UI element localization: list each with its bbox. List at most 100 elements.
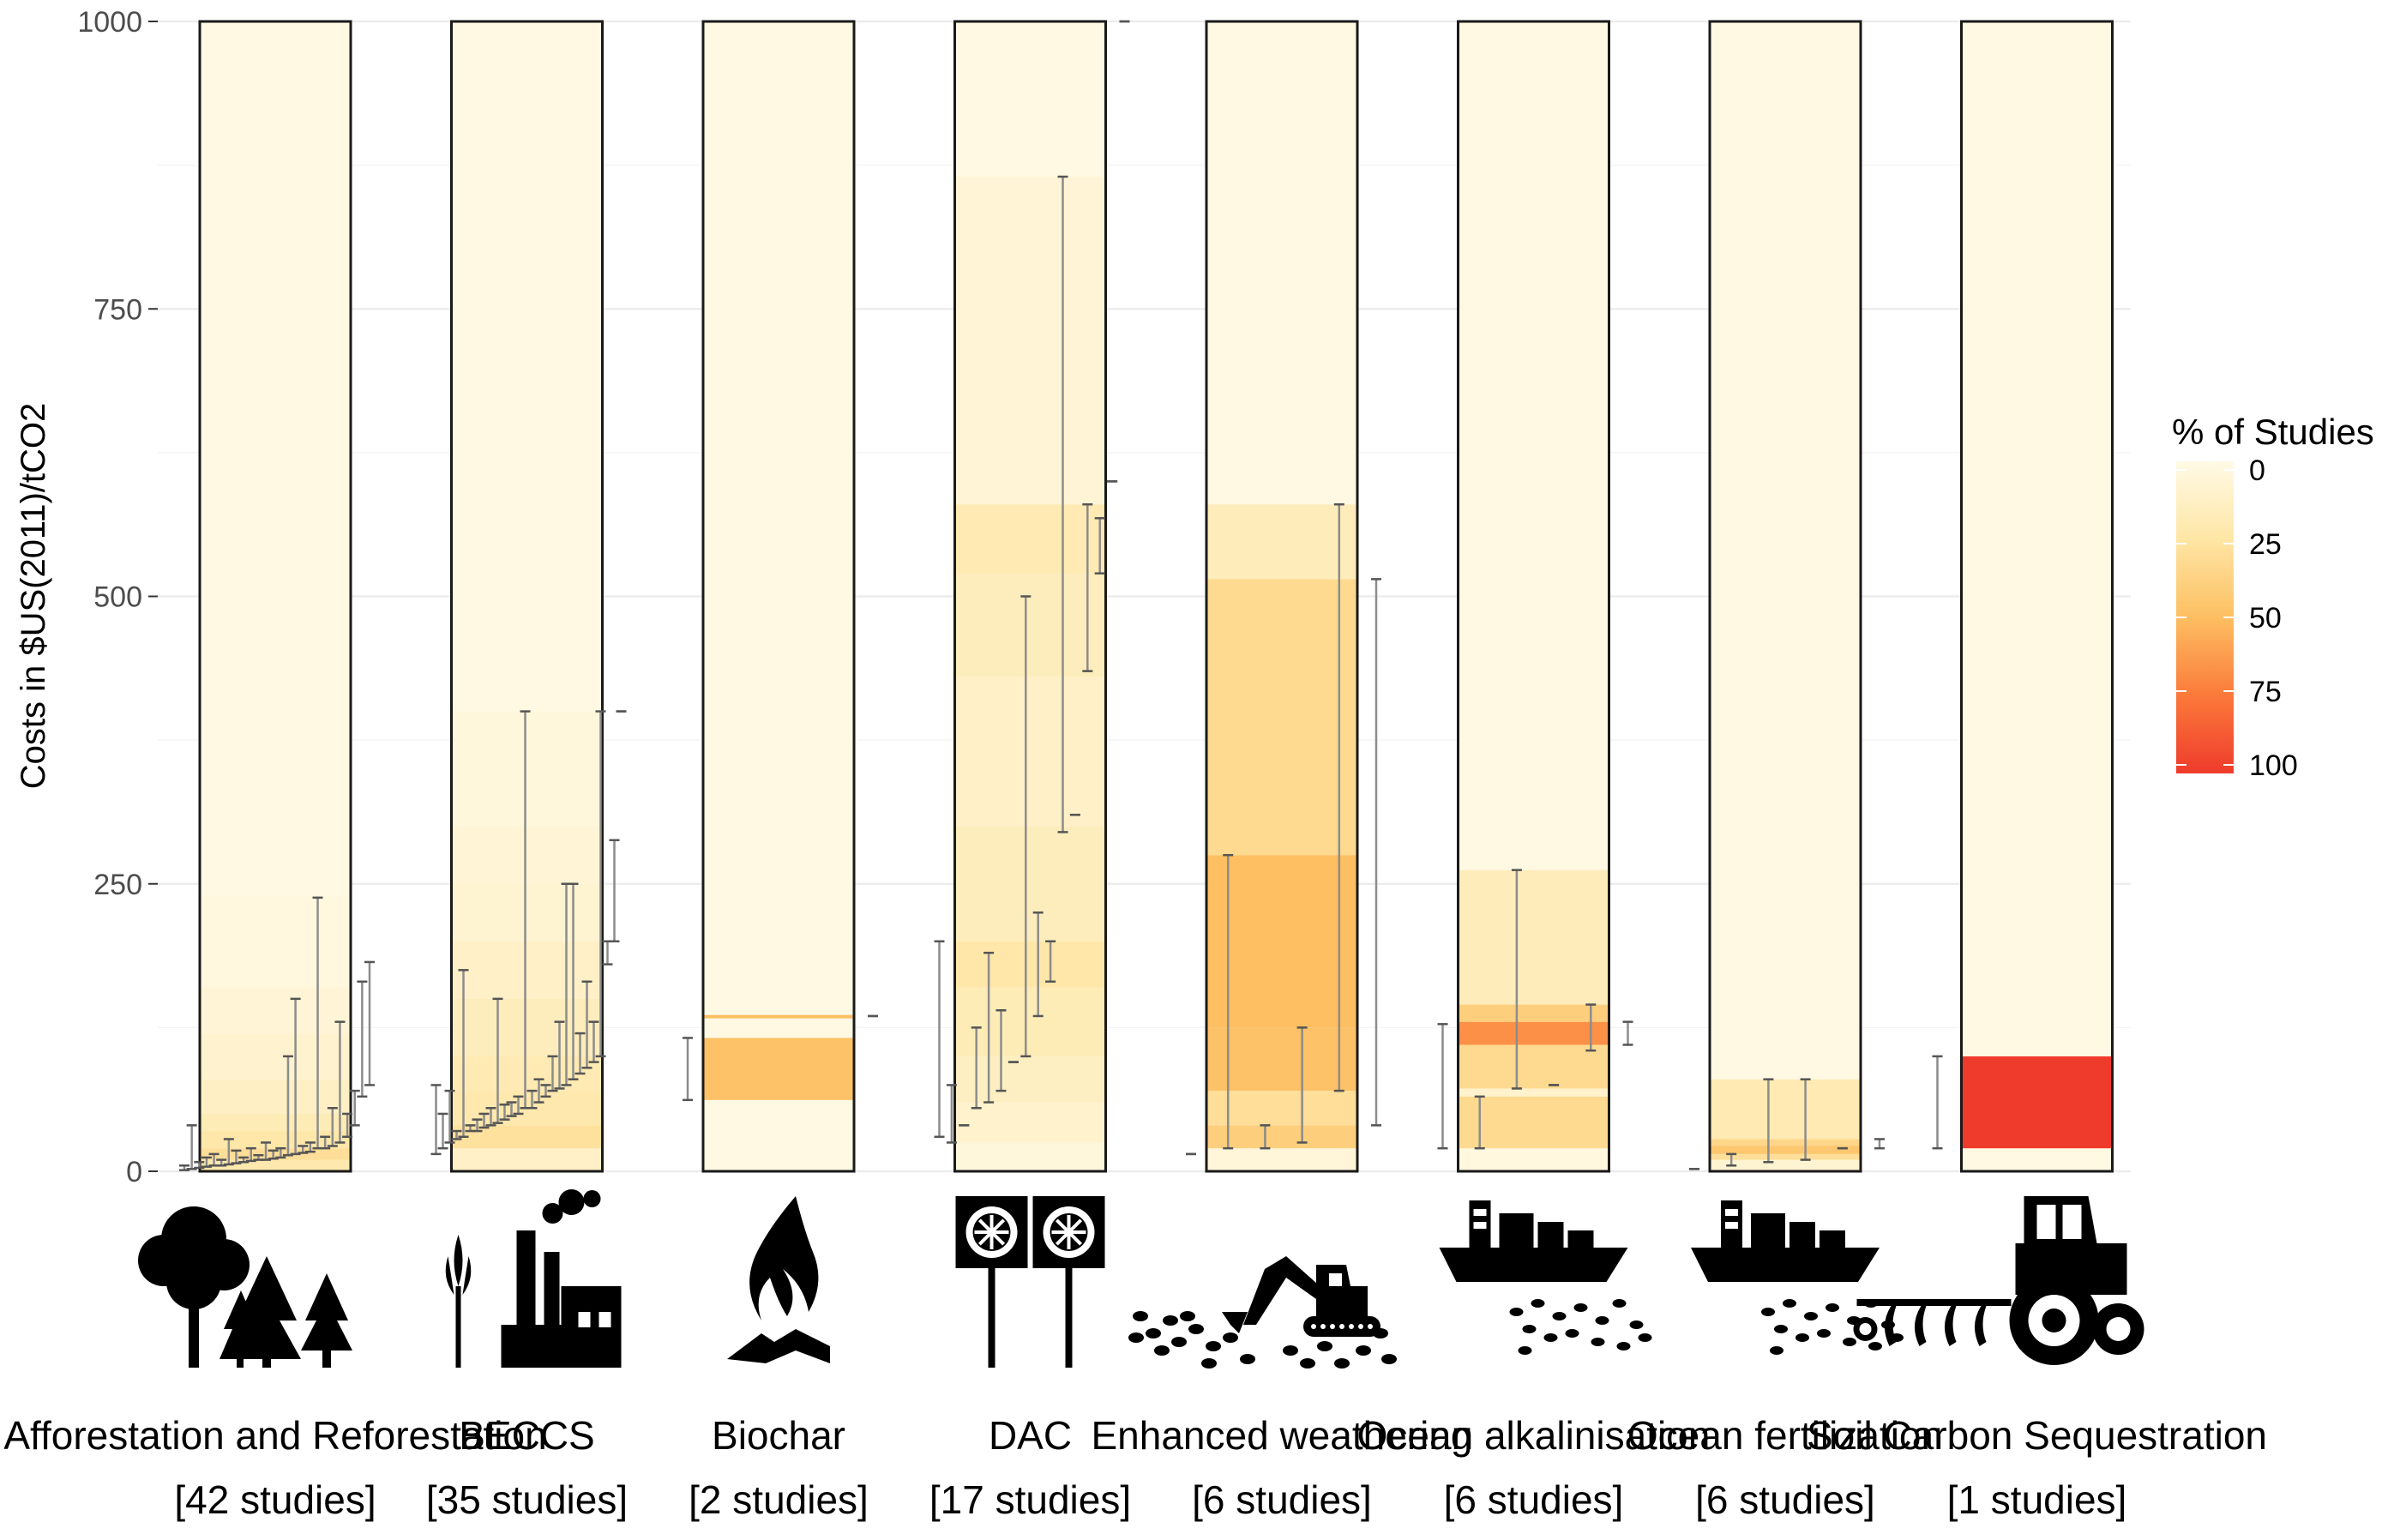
heat-band [1710, 21, 1861, 1080]
study-range [1763, 1078, 1774, 1164]
heat-band [703, 1038, 854, 1100]
study-range [513, 1095, 524, 1116]
study-range [1333, 502, 1344, 1092]
category-study-count: [6 studies] [1444, 1477, 1624, 1522]
study-range [499, 1103, 510, 1121]
study-range [609, 839, 620, 943]
heat-band [1206, 1027, 1357, 1092]
heat-band [200, 21, 351, 896]
category-study-count: [2 studies] [689, 1477, 869, 1522]
study-range [554, 1020, 565, 1090]
category-study-count: [6 studies] [1192, 1477, 1372, 1522]
category-labels: Afforestation and Reforestation [42 studi… [3, 1413, 2267, 1522]
study-range [595, 710, 606, 1058]
study-range [1932, 1055, 1943, 1150]
heat-band [1961, 1056, 2113, 1149]
heat-band [200, 1033, 351, 1080]
study-range [1437, 1023, 1448, 1150]
study-range [444, 1089, 455, 1144]
heat-band [451, 711, 603, 827]
study-range [1474, 1095, 1485, 1150]
study-range [506, 1101, 517, 1117]
study-range [430, 1084, 442, 1156]
study-range [1260, 1124, 1271, 1150]
study-range [1223, 853, 1234, 1150]
heat-band [1458, 869, 1609, 1005]
study-range [290, 997, 301, 1156]
heat-band [954, 573, 1106, 677]
heat-band [954, 1142, 1106, 1171]
study-range [268, 1149, 279, 1160]
study-range [568, 882, 579, 1080]
study-range [451, 1129, 462, 1140]
study-range [602, 940, 613, 966]
legend-ticks: 0 25 50 75 100 [2176, 454, 2298, 782]
legend-tick-label: 0 [2249, 454, 2265, 487]
study-range [334, 1020, 346, 1144]
study-range [245, 1146, 256, 1163]
study-range [934, 940, 945, 1139]
heat-band [954, 677, 1106, 827]
heat-band [200, 1079, 351, 1114]
study-range [995, 1009, 1007, 1092]
category-name: Enhanced weathering [1092, 1413, 1473, 1458]
heat-band [954, 987, 1106, 1056]
study-range [342, 1112, 353, 1139]
heat-band [1710, 1139, 1861, 1146]
study-range [1082, 502, 1093, 672]
category-name: Afforestation and Reforestation [3, 1413, 546, 1458]
y-tick-label: 500 [93, 581, 142, 614]
study-range [357, 980, 368, 1098]
study-range [1585, 1003, 1597, 1052]
study-range [1800, 1078, 1811, 1161]
study-range [458, 969, 469, 1139]
study-range [298, 1145, 309, 1154]
heat-band [1458, 1148, 1609, 1171]
heat-band [954, 177, 1106, 505]
heat-band [1710, 1153, 1861, 1160]
category-study-count: [1 studies] [1947, 1477, 2127, 1522]
category-study-count: [35 studies] [426, 1477, 628, 1522]
heat-band [1961, 1148, 2113, 1171]
study-range [971, 1026, 982, 1110]
study-range [194, 1161, 205, 1170]
category-name: BECCS [459, 1413, 594, 1458]
category-bar-outline [953, 20, 1107, 1173]
legend-tick-label: 25 [2249, 528, 2282, 561]
category-bar-outline [701, 20, 856, 1173]
study-range [231, 1149, 242, 1164]
study-range [1045, 940, 1056, 983]
heat-band [200, 1113, 351, 1132]
study-range [1371, 578, 1381, 1127]
heat-band [1710, 1146, 1861, 1154]
study-range [216, 1158, 227, 1167]
ship-icon [1439, 1200, 1652, 1355]
heat-band [954, 21, 1106, 177]
category-bar-outline [1205, 20, 1359, 1173]
study-range [1020, 595, 1032, 1058]
legend-tick-label: 75 [2249, 676, 2282, 708]
category-bar-outline [450, 20, 604, 1173]
study-range [1296, 1026, 1308, 1144]
fire-icon [727, 1196, 830, 1363]
trees-icon [138, 1206, 352, 1368]
category-bar-outline [1960, 20, 2114, 1173]
heat-bands [198, 20, 2114, 1173]
legend-title: % of Studies [2172, 412, 2374, 452]
heat-band [1710, 1079, 1861, 1140]
study-range [581, 980, 592, 1069]
tractor-icon [1853, 1196, 2144, 1365]
heat-band [954, 826, 1106, 941]
study-range [588, 1020, 599, 1063]
legend: % of Studies 0 25 50 75 100 [2172, 412, 2374, 782]
study-range [186, 1124, 197, 1170]
heat-band [1206, 1148, 1357, 1171]
y-tick-label: 0 [126, 1156, 142, 1188]
study-range [472, 1118, 483, 1133]
study-range [320, 1135, 331, 1150]
category-bar-outline [1457, 20, 1610, 1173]
heat-band [451, 998, 603, 1056]
excavator-icon [1128, 1256, 1397, 1369]
heat-band [451, 1125, 603, 1149]
